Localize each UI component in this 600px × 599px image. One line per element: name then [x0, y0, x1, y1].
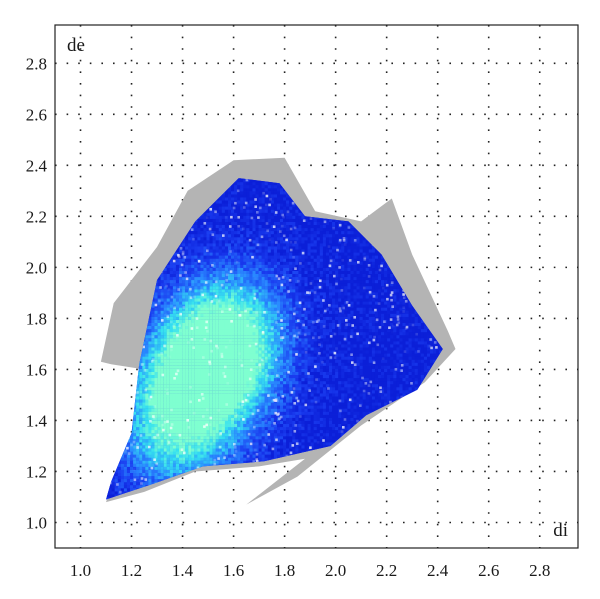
y-tick-label: 1.8 [26, 309, 47, 328]
y-tick-label: 2.2 [26, 207, 47, 226]
y-tick-label: 1.6 [26, 360, 47, 379]
density-region [106, 178, 443, 500]
x-tick-label: 2.2 [376, 561, 397, 580]
x-tick-label: 1.2 [121, 561, 142, 580]
y-tick-label: 2.0 [26, 258, 47, 277]
x-tick-label: 2.4 [427, 561, 449, 580]
x-tick-label: 1.4 [172, 561, 194, 580]
x-axis-ticks: 1.0 1.2 1.4 1.6 1.8 2.0 2.2 2.4 2.6 2.8 [70, 561, 550, 580]
x-tick-label: 1.8 [274, 561, 295, 580]
x-tick-label: 2.0 [325, 561, 346, 580]
x-tick-label: 1.0 [70, 561, 91, 580]
y-tick-label: 2.8 [26, 54, 47, 73]
y-axis-label: de [67, 35, 85, 56]
y-tick-label: 2.4 [26, 156, 48, 175]
plot-frame [54, 24, 579, 549]
x-tick-label: 2.8 [529, 561, 550, 580]
y-tick-label: 1.2 [26, 462, 47, 481]
y-tick-label: 1.0 [26, 513, 47, 532]
density-pixels [106, 178, 443, 500]
y-tick-label: 2.6 [26, 105, 47, 124]
x-axis-label: di [553, 520, 568, 541]
y-tick-label: 1.4 [26, 411, 48, 430]
y-axis-ticks: 1.0 1.2 1.4 1.6 1.8 2.0 2.2 2.4 2.6 2.8 [26, 54, 48, 532]
x-tick-label: 1.6 [223, 561, 244, 580]
x-tick-label: 2.6 [478, 561, 499, 580]
